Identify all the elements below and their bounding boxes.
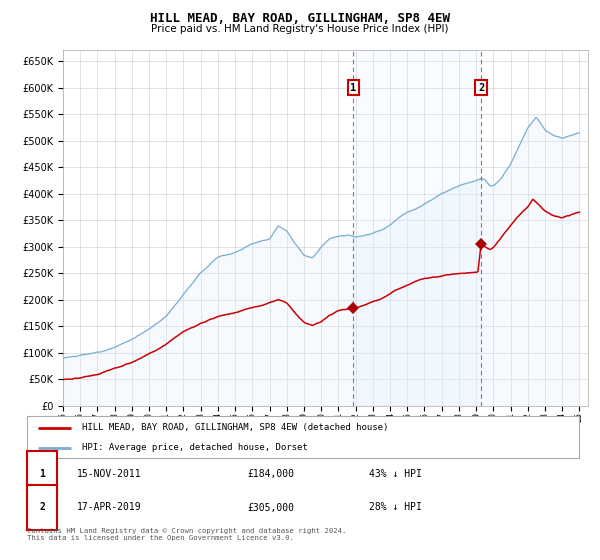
Text: 1: 1 (39, 469, 45, 479)
Text: £184,000: £184,000 (248, 469, 295, 479)
Text: £305,000: £305,000 (248, 502, 295, 512)
Text: 28% ↓ HPI: 28% ↓ HPI (369, 502, 422, 512)
Text: HPI: Average price, detached house, Dorset: HPI: Average price, detached house, Dors… (82, 443, 308, 452)
Text: Price paid vs. HM Land Registry's House Price Index (HPI): Price paid vs. HM Land Registry's House … (151, 24, 449, 34)
Text: 15-NOV-2011: 15-NOV-2011 (77, 469, 142, 479)
Text: HILL MEAD, BAY ROAD, GILLINGHAM, SP8 4EW: HILL MEAD, BAY ROAD, GILLINGHAM, SP8 4EW (150, 12, 450, 25)
FancyBboxPatch shape (27, 485, 58, 530)
Text: 2: 2 (39, 502, 45, 512)
Text: 43% ↓ HPI: 43% ↓ HPI (369, 469, 422, 479)
Bar (353, 50, 481, 406)
Text: HILL MEAD, BAY ROAD, GILLINGHAM, SP8 4EW (detached house): HILL MEAD, BAY ROAD, GILLINGHAM, SP8 4EW… (82, 423, 389, 432)
FancyBboxPatch shape (27, 416, 579, 458)
FancyBboxPatch shape (27, 451, 58, 497)
Text: 2: 2 (478, 83, 484, 93)
Text: Contains HM Land Registry data © Crown copyright and database right 2024.
This d: Contains HM Land Registry data © Crown c… (27, 528, 346, 540)
Text: 17-APR-2019: 17-APR-2019 (77, 502, 142, 512)
Text: 1: 1 (350, 83, 356, 93)
